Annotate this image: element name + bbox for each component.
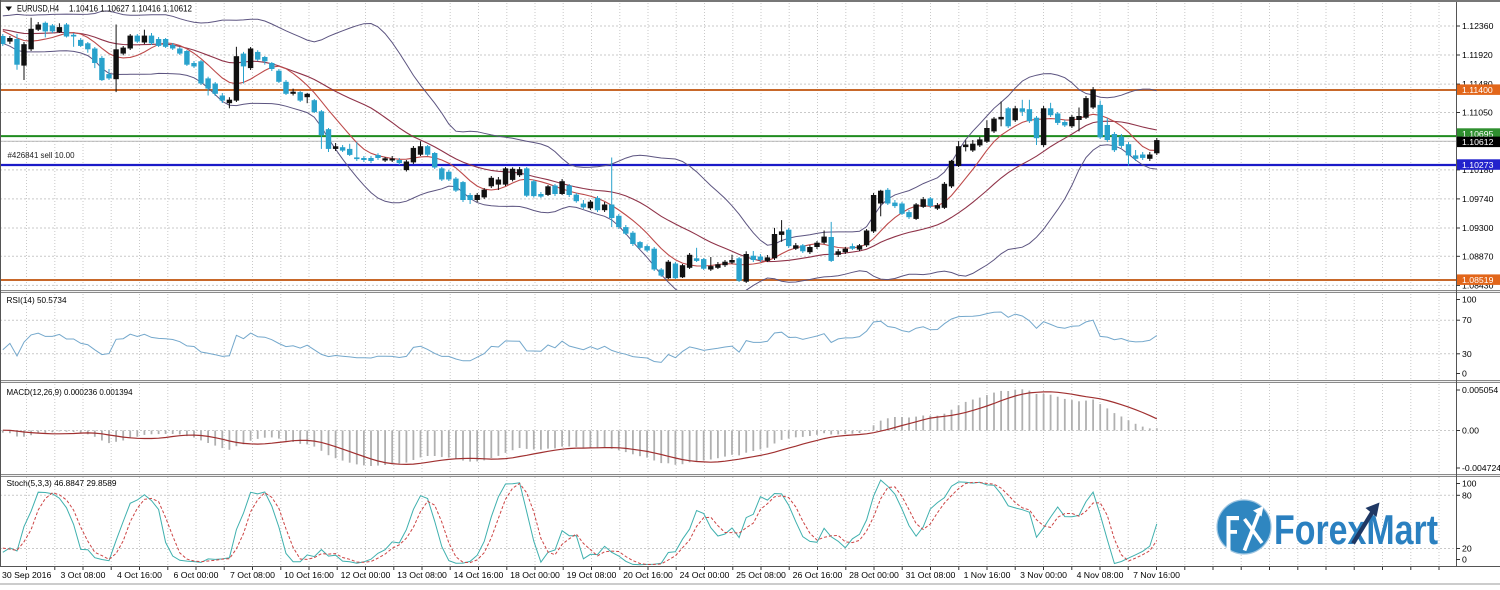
- svg-text:14 Oct 16:00: 14 Oct 16:00: [454, 570, 504, 580]
- svg-text:4 Oct 16:00: 4 Oct 16:00: [117, 570, 162, 580]
- svg-text:1.10695: 1.10695: [1462, 129, 1494, 139]
- svg-text:18 Oct 00:00: 18 Oct 00:00: [510, 570, 560, 580]
- svg-text:1.11920: 1.11920: [1462, 50, 1493, 60]
- svg-text:30: 30: [1462, 349, 1472, 359]
- svg-text:4 Nov 08:00: 4 Nov 08:00: [1077, 570, 1124, 580]
- svg-text:70: 70: [1462, 315, 1472, 325]
- svg-text:12 Oct 00:00: 12 Oct 00:00: [341, 570, 391, 580]
- svg-text:1.11050: 1.11050: [1462, 108, 1493, 118]
- svg-text:1.10273: 1.10273: [1462, 160, 1494, 170]
- svg-text:24 Oct 00:00: 24 Oct 00:00: [680, 570, 730, 580]
- svg-text:1.11480: 1.11480: [1462, 79, 1493, 89]
- svg-text:31 Oct 08:00: 31 Oct 08:00: [906, 570, 956, 580]
- svg-text:0: 0: [1462, 555, 1467, 565]
- svg-text:3 Nov 00:00: 3 Nov 00:00: [1020, 570, 1067, 580]
- svg-text:1.09740: 1.09740: [1462, 194, 1494, 204]
- svg-text:26 Oct 16:00: 26 Oct 16:00: [793, 570, 843, 580]
- svg-text:100: 100: [1462, 479, 1477, 489]
- svg-text:80: 80: [1462, 490, 1472, 500]
- svg-text:RSI(14) 50.5734: RSI(14) 50.5734: [7, 295, 67, 305]
- svg-text:-0.004724: -0.004724: [1462, 463, 1500, 473]
- svg-text:3 Oct 08:00: 3 Oct 08:00: [61, 570, 106, 580]
- svg-text:MACD(12,26,9) 0.000236 0.00139: MACD(12,26,9) 0.000236 0.001394: [7, 387, 133, 397]
- svg-text:#426841 sell 10.00: #426841 sell 10.00: [8, 150, 75, 160]
- svg-text:100: 100: [1462, 295, 1477, 305]
- svg-text:1.08870: 1.08870: [1462, 251, 1494, 261]
- svg-text:0.005054: 0.005054: [1462, 385, 1498, 395]
- svg-text:10 Oct 16:00: 10 Oct 16:00: [284, 570, 334, 580]
- svg-text:20: 20: [1462, 544, 1472, 554]
- svg-text:1 Nov 16:00: 1 Nov 16:00: [964, 570, 1011, 580]
- svg-text:1.11400: 1.11400: [1462, 85, 1493, 95]
- svg-text:ForexMart: ForexMart: [1274, 506, 1438, 553]
- svg-text:1.10612: 1.10612: [1462, 137, 1494, 147]
- svg-text:1.10416 1.10627 1.10416 1.1061: 1.10416 1.10627 1.10416 1.10612: [69, 4, 192, 15]
- svg-text:Stoch(5,3,3) 46.8847 29.8589: Stoch(5,3,3) 46.8847 29.8589: [7, 478, 117, 488]
- svg-text:1.08430: 1.08430: [1462, 280, 1494, 290]
- svg-text:0: 0: [1462, 369, 1467, 379]
- svg-text:19 Oct 08:00: 19 Oct 08:00: [567, 570, 617, 580]
- svg-text:25 Oct 08:00: 25 Oct 08:00: [736, 570, 786, 580]
- svg-text:1.12360: 1.12360: [1462, 21, 1494, 31]
- svg-text:7 Oct 08:00: 7 Oct 08:00: [230, 570, 275, 580]
- svg-text:30 Sep 2016: 30 Sep 2016: [2, 570, 51, 580]
- svg-text:EURUSD,H4: EURUSD,H4: [17, 4, 59, 15]
- svg-text:1.09300: 1.09300: [1462, 223, 1494, 233]
- svg-text:28 Oct 00:00: 28 Oct 00:00: [849, 570, 899, 580]
- svg-text:7 Nov 16:00: 7 Nov 16:00: [1133, 570, 1180, 580]
- svg-text:6 Oct 00:00: 6 Oct 00:00: [174, 570, 219, 580]
- svg-text:20 Oct 16:00: 20 Oct 16:00: [623, 570, 673, 580]
- svg-text:1.08519: 1.08519: [1462, 275, 1494, 285]
- svg-text:13 Oct 08:00: 13 Oct 08:00: [397, 570, 447, 580]
- svg-text:0.00: 0.00: [1462, 426, 1479, 436]
- svg-text:1.10180: 1.10180: [1462, 165, 1494, 175]
